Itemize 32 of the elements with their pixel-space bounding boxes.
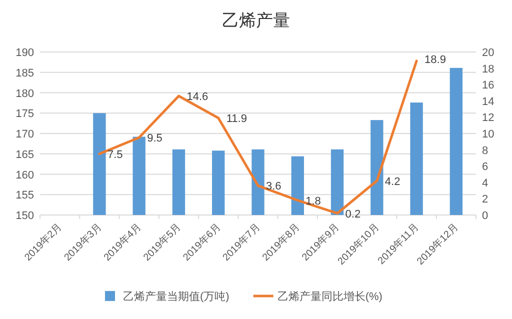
y2-tick-label: 16 [482, 80, 494, 92]
y-tick-label: 165 [16, 148, 34, 161]
data-label: 0.2 [345, 208, 361, 220]
y-tick-label: 175 [16, 108, 34, 120]
y-tick-label: 170 [16, 128, 34, 140]
y2-tick-label: 2 [482, 194, 488, 206]
data-label: 18.9 [424, 54, 446, 66]
y-tick-label: 155 [16, 190, 34, 202]
legend-label: 乙烯产量同比增长(%) [277, 290, 382, 303]
y2-tick-label: 0 [482, 210, 488, 222]
y2-tick-label: 12 [482, 112, 494, 124]
data-label: 9.5 [147, 132, 162, 145]
data-label: 7.5 [107, 148, 123, 161]
y-tick-label: 150 [16, 210, 34, 222]
y2-tick-label: 18 [482, 63, 494, 76]
y2-tick-label: 10 [482, 128, 494, 140]
legend-label: 乙烯产量当期值(万吨) [123, 290, 230, 303]
chart-title: 乙烯产量 [222, 11, 290, 30]
data-label: 1.8 [306, 195, 321, 208]
y-tick-label: 180 [16, 88, 34, 100]
y2-tick-label: 14 [482, 96, 494, 108]
data-label: 3.6 [266, 180, 282, 193]
data-label: 11.9 [226, 113, 247, 126]
y2-tick-label: 8 [482, 144, 488, 157]
data-label: 4.2 [384, 176, 400, 188]
y-tick-label: 160 [16, 169, 34, 182]
y2-tick-label: 4 [482, 177, 488, 190]
data-label: 14.6 [186, 91, 208, 104]
y2-tick-label: 20 [482, 47, 494, 59]
y2-tick-label: 6 [482, 161, 488, 174]
y-tick-label: 190 [16, 47, 34, 59]
y-tick-label: 185 [16, 67, 34, 80]
